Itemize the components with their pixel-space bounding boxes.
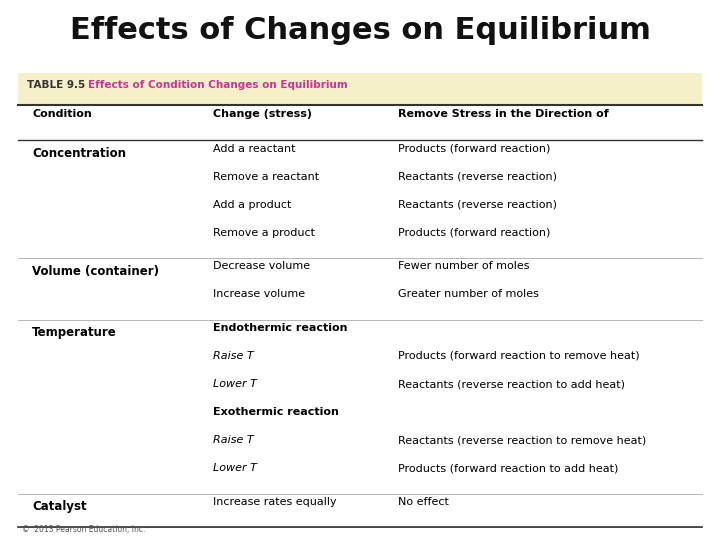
Text: Remove Stress in the Direction of: Remove Stress in the Direction of	[397, 109, 608, 119]
Text: Endothermic reaction: Endothermic reaction	[213, 323, 348, 333]
Text: Reactants (reverse reaction): Reactants (reverse reaction)	[397, 172, 557, 182]
Text: Products (forward reaction): Products (forward reaction)	[397, 144, 550, 154]
Text: Decrease volume: Decrease volume	[213, 261, 310, 272]
Text: TABLE 9.5: TABLE 9.5	[27, 80, 85, 90]
Text: Raise T: Raise T	[213, 435, 253, 445]
Text: Raise T: Raise T	[213, 351, 253, 361]
Text: Effects of Changes on Equilibrium: Effects of Changes on Equilibrium	[70, 16, 650, 45]
Text: Products (forward reaction): Products (forward reaction)	[397, 228, 550, 238]
Text: Fewer number of moles: Fewer number of moles	[397, 261, 529, 272]
Text: Catalyst: Catalyst	[32, 500, 86, 513]
Text: Greater number of moles: Greater number of moles	[397, 289, 539, 300]
Text: Add a reactant: Add a reactant	[213, 144, 296, 154]
Text: Reactants (reverse reaction to remove heat): Reactants (reverse reaction to remove he…	[397, 435, 646, 445]
Text: Reactants (reverse reaction to add heat): Reactants (reverse reaction to add heat)	[397, 379, 624, 389]
Text: Concentration: Concentration	[32, 147, 126, 160]
Text: No effect: No effect	[397, 497, 449, 507]
Text: Remove a product: Remove a product	[213, 228, 315, 238]
Text: Lower T: Lower T	[213, 379, 257, 389]
FancyBboxPatch shape	[19, 73, 701, 105]
Text: Change (stress): Change (stress)	[213, 109, 312, 119]
Text: Temperature: Temperature	[32, 326, 117, 339]
Text: Reactants (reverse reaction): Reactants (reverse reaction)	[397, 200, 557, 210]
Text: Volume (container): Volume (container)	[32, 265, 159, 278]
Text: Remove a reactant: Remove a reactant	[213, 172, 319, 182]
Text: Products (forward reaction to remove heat): Products (forward reaction to remove hea…	[397, 351, 639, 361]
Text: Lower T: Lower T	[213, 463, 257, 474]
Text: Effects of Condition Changes on Equilibrium: Effects of Condition Changes on Equilibr…	[88, 80, 348, 90]
Text: Increase volume: Increase volume	[213, 289, 305, 300]
Text: ©  2013 Pearson Education, Inc.: © 2013 Pearson Education, Inc.	[22, 524, 145, 534]
Text: Condition: Condition	[32, 109, 92, 119]
Text: Increase rates equally: Increase rates equally	[213, 497, 337, 507]
Text: Exothermic reaction: Exothermic reaction	[213, 407, 339, 417]
Text: Products (forward reaction to add heat): Products (forward reaction to add heat)	[397, 463, 618, 474]
Text: Add a product: Add a product	[213, 200, 292, 210]
